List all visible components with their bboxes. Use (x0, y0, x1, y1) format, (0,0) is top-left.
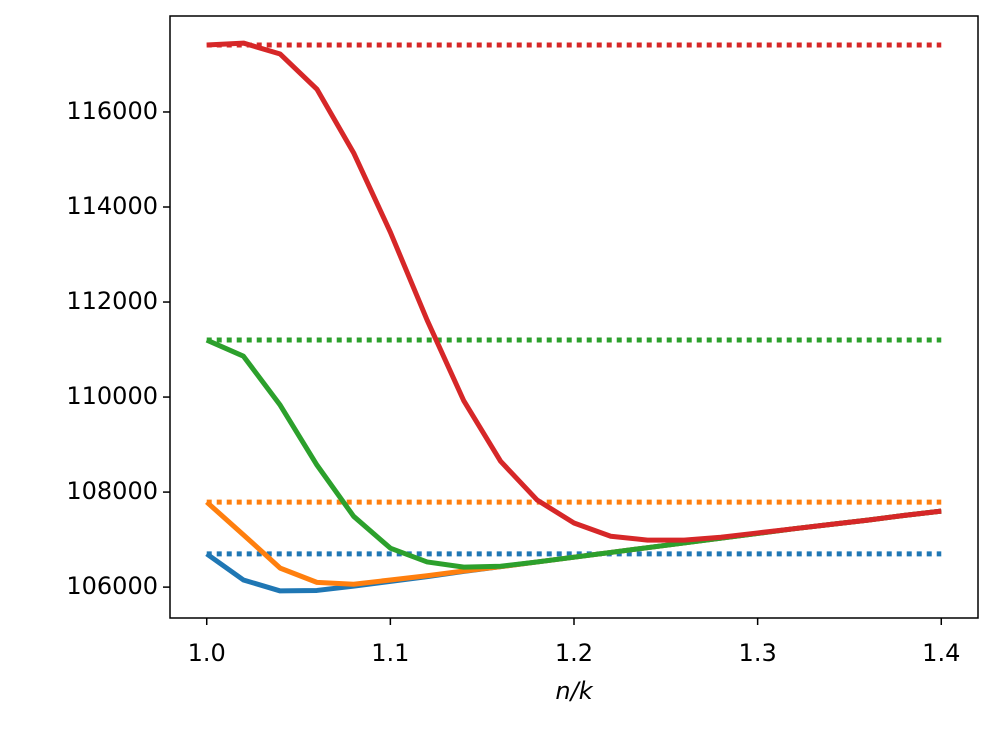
x-tick-label: 1.2 (555, 639, 593, 667)
y-tick-label: 110000 (66, 382, 158, 410)
data-line (205, 337, 942, 570)
data-line (205, 500, 942, 587)
x-tick-label: 1.0 (188, 639, 226, 667)
x-axis-label: n/k (555, 677, 593, 705)
plot-frame (169, 15, 979, 619)
y-tick-label: 112000 (66, 287, 158, 315)
y-tick-label: 108000 (66, 477, 158, 505)
x-tick-label: 1.1 (371, 639, 409, 667)
x-tick-label: 1.4 (922, 639, 960, 667)
data-line (206, 40, 942, 543)
y-tick-label: 114000 (66, 192, 158, 220)
y-tick-label: 106000 (66, 572, 158, 600)
y-tick-label: 116000 (66, 97, 158, 125)
x-tick-label: 1.3 (739, 639, 777, 667)
